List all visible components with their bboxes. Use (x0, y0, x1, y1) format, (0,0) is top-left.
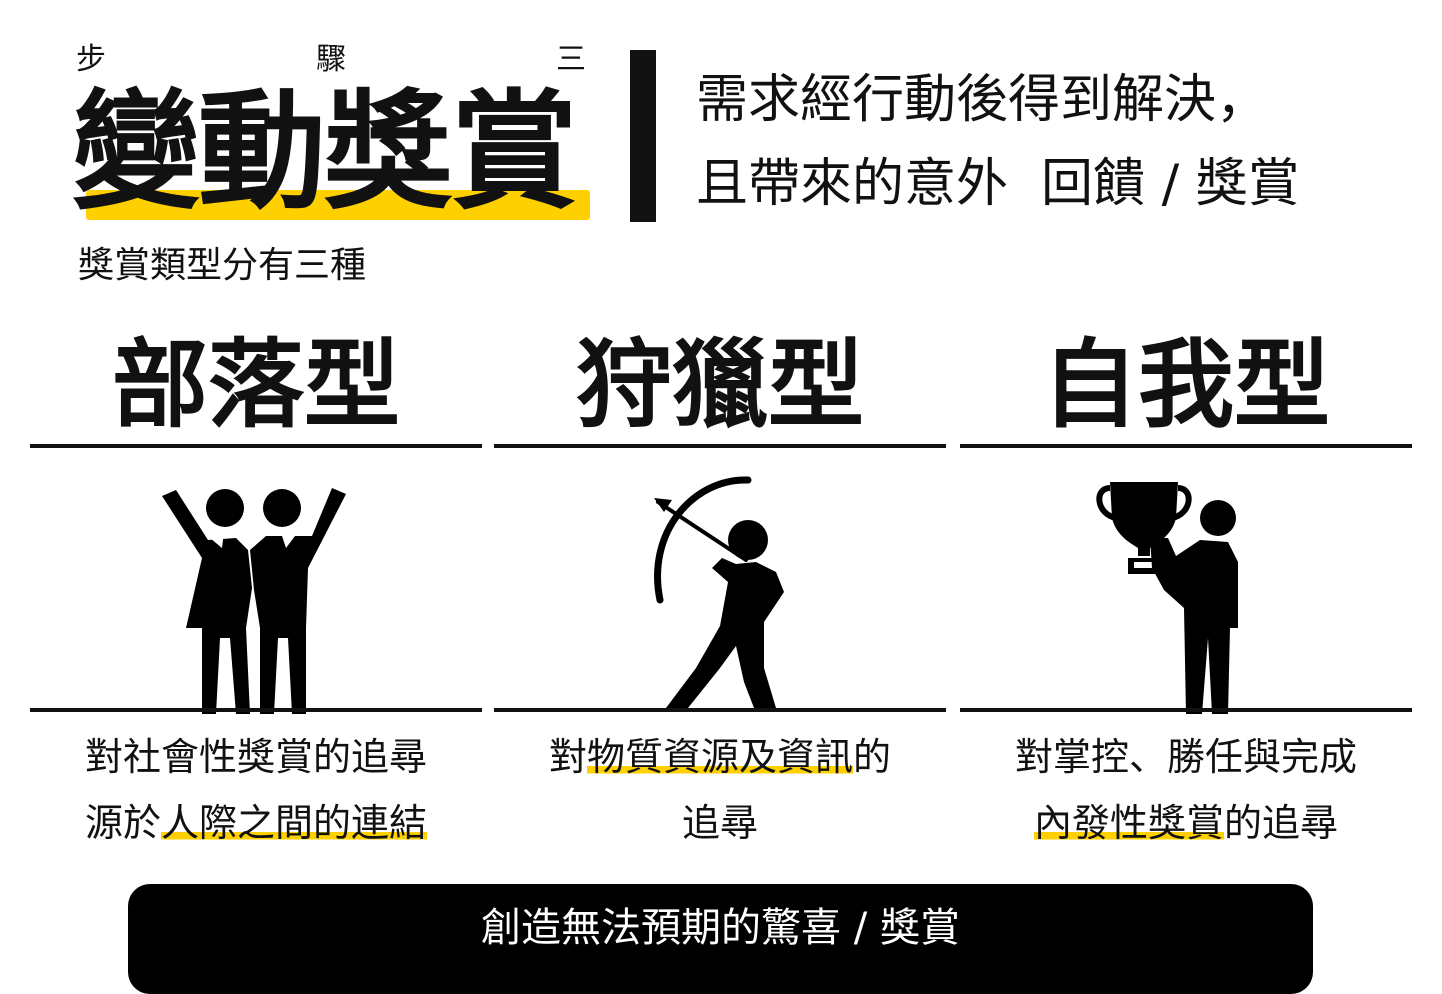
highlighted-text: 物質資源及資訊 (586, 735, 853, 779)
highlighted-text: 內發性獎賞 (1033, 801, 1224, 845)
type-title-self: 自我型 (1042, 329, 1330, 441)
type-title-tribe: 部落型 (112, 329, 400, 441)
subtitle: 獎賞類型分有三種 (78, 245, 367, 286)
title-underline (960, 444, 1412, 448)
definition-line: 且帶來的意外 回饋 / 獎賞 (696, 154, 1300, 214)
type-desc-hunt: 對物質資源及資訊的 追尋 (494, 724, 946, 856)
title-underline (494, 444, 946, 448)
desc-line: 對掌控、勝任與完成 (1014, 735, 1357, 779)
two-people-cheering-icon (162, 488, 346, 714)
desc-text: 的 (853, 735, 892, 779)
highlighted-text: 人際之間的連結 (161, 801, 428, 845)
type-desc-self: 對掌控、勝任與完成 內發性獎賞的追尋 (960, 724, 1412, 856)
definition-text: 需求經行動後得到解決， 且帶來的意外 回饋 / 獎賞 (696, 58, 1436, 226)
desc-line: 對物質資源及資訊的 (494, 724, 946, 790)
step-char: 步 (76, 42, 106, 77)
title-underline (30, 444, 482, 448)
desc-line: 內發性獎賞的追尋 (960, 790, 1412, 856)
desc-text: 源於 (84, 801, 161, 845)
title-highlight (86, 190, 590, 220)
step-label: 步 驟 三 (76, 40, 586, 80)
desc-line: 對社會性獎賞的追尋 (84, 735, 427, 779)
step-char: 三 (556, 42, 586, 77)
desc-line: 追尋 (681, 801, 758, 845)
vertical-divider (630, 50, 656, 222)
desc-line: 源於人際之間的連結 (30, 790, 482, 856)
icon-baseline (494, 708, 946, 712)
footer-text: 創造無法預期的驚喜 / 獎賞 (481, 905, 960, 951)
step-char: 驟 (316, 42, 346, 77)
desc-text: 對 (548, 735, 587, 779)
desc-text: 的追尋 (1224, 801, 1339, 845)
type-desc-tribe: 對社會性獎賞的追尋 源於人際之間的連結 (30, 724, 482, 856)
main-title: 變動獎賞 (72, 78, 578, 227)
icon-baseline (30, 708, 482, 712)
person-holding-trophy-icon (1096, 482, 1238, 714)
definition-line: 需求經行動後得到解決， (696, 70, 1269, 130)
icon-baseline (960, 708, 1412, 712)
archer-icon (654, 476, 784, 708)
type-title-hunt: 狩獵型 (576, 329, 864, 441)
